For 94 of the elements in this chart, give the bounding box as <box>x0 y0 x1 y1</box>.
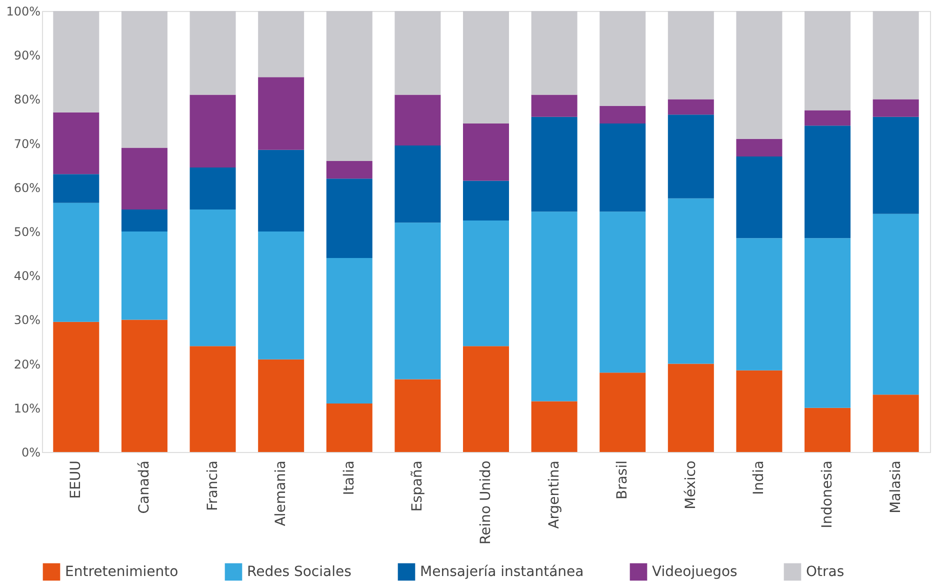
x-tick-label: Argentina <box>546 460 562 529</box>
bar <box>600 123 646 212</box>
legend-label: Videojuegos <box>652 564 738 580</box>
bar <box>190 209 236 346</box>
bar <box>258 232 304 360</box>
bar <box>53 322 100 452</box>
bar <box>394 146 441 223</box>
bar <box>190 346 236 452</box>
bar <box>326 160 372 179</box>
bar <box>463 123 509 181</box>
y-tick-label: 30% <box>14 313 40 328</box>
bar <box>190 168 236 210</box>
bar <box>872 214 919 395</box>
bar <box>258 150 304 232</box>
legend-label: Redes Sociales <box>247 564 352 580</box>
bar <box>394 222 441 380</box>
bar <box>190 94 236 168</box>
bar <box>736 238 782 370</box>
legend-label: Mensajería instantánea <box>420 564 584 580</box>
bar <box>121 232 168 320</box>
x-tick-label: Francia <box>204 460 221 511</box>
x-tick-label: Brasil <box>614 460 631 500</box>
bar <box>258 77 304 150</box>
bar <box>121 320 168 452</box>
legend-label: Entretenimiento <box>65 564 178 580</box>
y-tick-label: 0% <box>21 446 40 460</box>
bar <box>326 178 372 258</box>
bar <box>600 212 646 373</box>
x-tick-label: Alemania <box>273 460 290 526</box>
bar <box>463 220 509 346</box>
y-tick-label: 50% <box>14 225 40 239</box>
bar <box>394 11 441 95</box>
bar <box>531 116 578 212</box>
bar <box>531 11 578 95</box>
bar <box>190 11 236 95</box>
bar <box>668 364 714 452</box>
bar <box>121 148 168 210</box>
y-tick-label: 40% <box>14 269 40 284</box>
bar <box>872 116 919 214</box>
bar <box>736 11 782 139</box>
bar <box>600 106 646 124</box>
bar <box>53 112 100 174</box>
bar <box>258 11 304 78</box>
y-tick-label: 70% <box>14 136 40 151</box>
bar <box>53 11 100 112</box>
y-tick-label: 20% <box>14 357 40 372</box>
bar <box>736 370 782 452</box>
bar <box>394 94 441 146</box>
bar <box>668 114 714 198</box>
x-tick-label: Reino Unido <box>478 460 494 544</box>
x-tick-label: India <box>751 460 768 495</box>
bar <box>872 394 919 452</box>
bar <box>53 174 100 203</box>
bar <box>531 94 578 117</box>
bar <box>804 110 851 126</box>
x-tick-label: Indonesia <box>820 460 836 528</box>
x-tick-label: México <box>682 460 699 510</box>
y-tick-label: 100% <box>6 4 40 18</box>
legend-label: Otras <box>806 564 844 580</box>
bar <box>394 379 441 452</box>
bar <box>668 198 714 364</box>
bar <box>326 11 372 161</box>
bar <box>600 372 646 452</box>
bar <box>600 11 646 106</box>
bar <box>736 156 782 238</box>
x-tick-label: Canadá <box>136 460 152 514</box>
bar <box>872 11 919 100</box>
bar <box>531 212 578 402</box>
bar <box>326 403 372 452</box>
bar <box>121 11 168 148</box>
x-tick-label: EEUU <box>68 460 84 499</box>
y-tick-label: 60% <box>14 180 40 195</box>
y-tick-label: 10% <box>14 401 40 416</box>
bar <box>463 346 509 452</box>
bar <box>531 401 578 452</box>
bar <box>326 258 372 404</box>
bar <box>121 209 168 232</box>
bar <box>463 180 509 220</box>
bar <box>53 202 100 322</box>
x-tick-label: España <box>410 460 426 512</box>
bar <box>668 11 714 100</box>
bar <box>804 11 851 110</box>
x-tick-label: Malasia <box>888 460 904 514</box>
bar <box>736 138 782 157</box>
bar <box>258 359 304 452</box>
bar <box>872 99 919 117</box>
y-tick-label: 80% <box>14 92 40 107</box>
x-tick-label: Italia <box>341 460 358 496</box>
bar <box>804 126 851 238</box>
bar <box>804 408 851 452</box>
bar <box>804 238 851 408</box>
bar <box>668 99 714 115</box>
y-tick-label: 90% <box>14 48 40 63</box>
bar <box>463 11 509 124</box>
